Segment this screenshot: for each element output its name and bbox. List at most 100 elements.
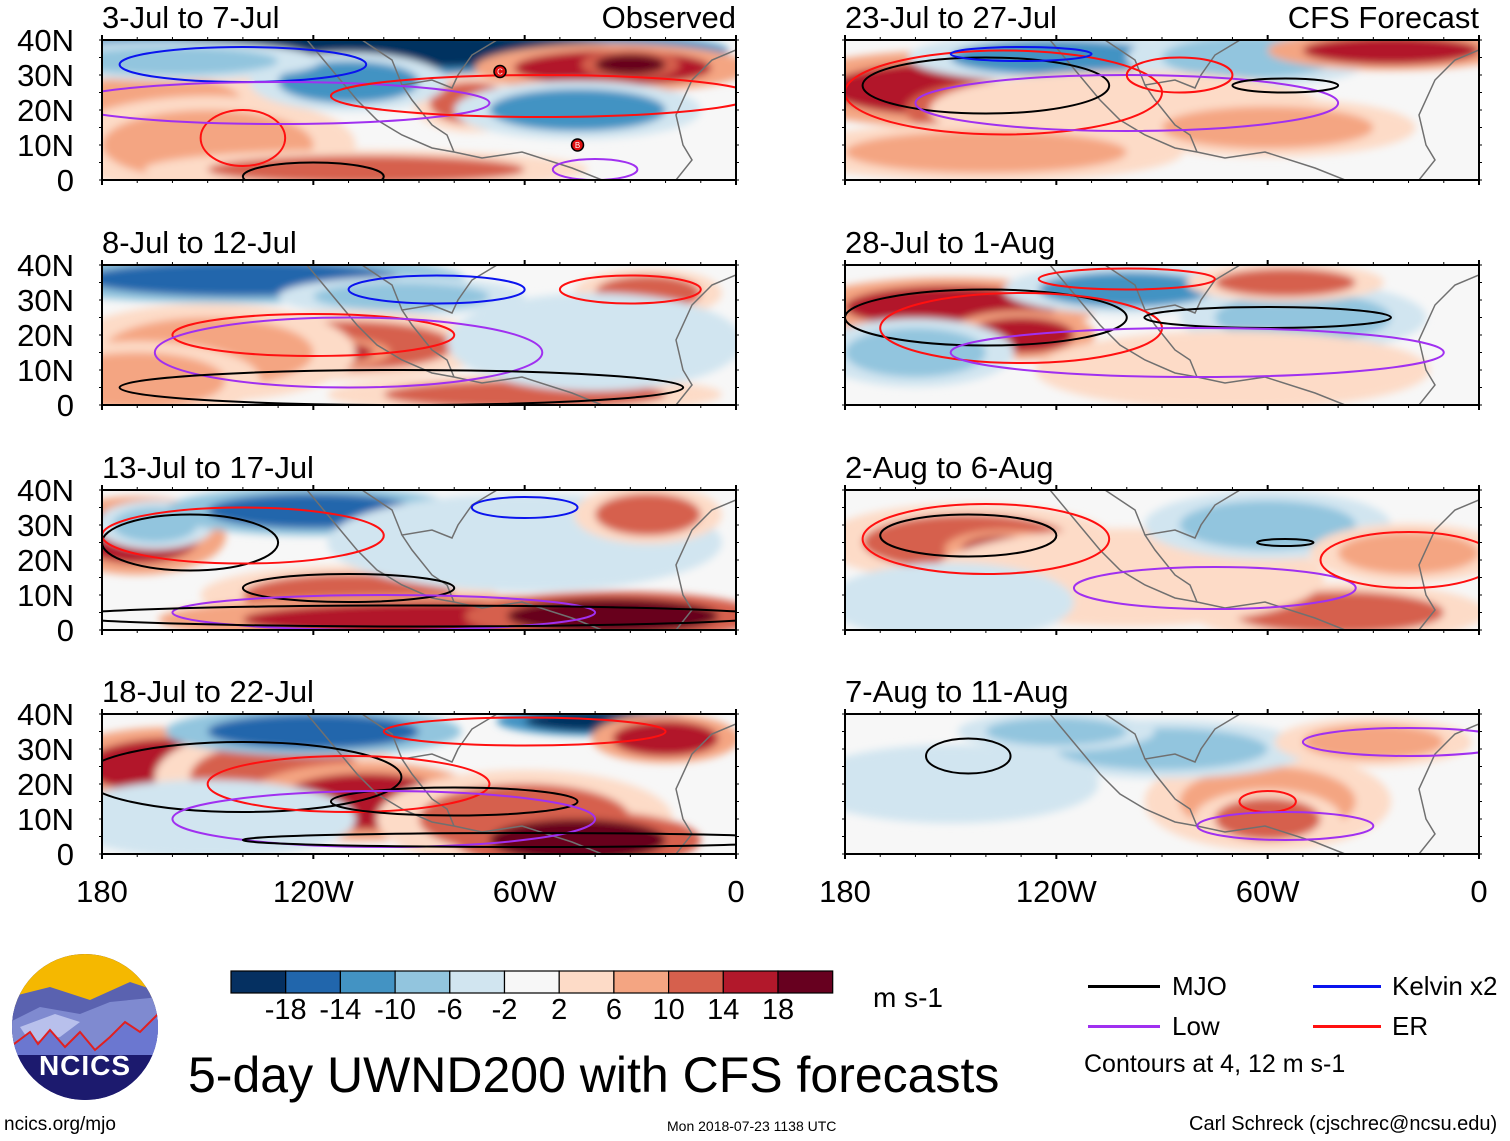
footer-url[interactable]: ncics.org/mjo — [4, 1114, 116, 1135]
panel-title: 13-Jul to 17-Jul — [102, 450, 314, 485]
mjo-contour — [102, 741, 403, 813]
mjo-contour — [118, 369, 685, 405]
lat-tick-label: 30N — [17, 58, 74, 93]
contour-note: Contours at 4, 12 m s-1 — [1084, 1050, 1346, 1078]
uwnd-map — [99, 260, 739, 410]
colorbar-tick-label: -14 — [319, 994, 362, 1026]
anomaly-shade — [845, 328, 986, 377]
mjo-contour — [879, 513, 1058, 558]
er-contour — [171, 313, 456, 357]
anomaly-shade — [489, 819, 666, 854]
coastline — [1049, 490, 1479, 630]
mjo-contour — [241, 832, 736, 848]
uwnd-map — [842, 709, 1482, 859]
lat-tick-label: 20N — [17, 318, 74, 353]
anomaly-shade — [207, 714, 419, 749]
lon-tick-label: 0 — [727, 874, 745, 909]
figure-title: 5-day UWND200 with CFS forecasts — [188, 1047, 1000, 1103]
colorbar-tick-label: -2 — [491, 994, 518, 1026]
mjo-contour — [241, 161, 385, 180]
legend-kelvin-label: Kelvin x2 — [1392, 971, 1498, 1001]
colorbar-tick-label: 14 — [707, 994, 740, 1026]
lat-tick-label: 30N — [17, 508, 74, 543]
legend-low-label: Low — [1172, 1011, 1220, 1041]
lon-tick-label: 120W — [272, 874, 354, 909]
anomaly-shade — [278, 61, 419, 103]
footer-author: Carl Schreck (cjschrec@ncsu.edu) — [1189, 1113, 1498, 1135]
lon-tick-label: 60W — [492, 874, 557, 909]
anomaly-shade — [1091, 342, 1374, 398]
anomaly-shade — [845, 131, 1127, 173]
legend-mjo-line — [1088, 985, 1160, 988]
anomaly-shade — [102, 791, 314, 847]
uwnd-map — [99, 485, 739, 635]
colorbar-tick-label: -18 — [264, 994, 307, 1026]
uwnd-map — [842, 260, 1482, 410]
lat-tick-label: 0 — [56, 163, 74, 198]
anomaly-shade — [1302, 724, 1444, 760]
colorbar-box — [394, 970, 451, 994]
lat-tick-label: 0 — [56, 837, 74, 872]
mjo-contour — [925, 737, 1012, 775]
anomaly-shade — [612, 721, 719, 756]
panel-tag: Observed — [601, 0, 736, 35]
anomaly-shade — [1214, 268, 1356, 297]
panel-tag: CFS Forecast — [1287, 0, 1479, 35]
colorbar-tick-label: -6 — [436, 994, 463, 1026]
kelvin-contour — [470, 496, 579, 519]
kelvin-contour — [347, 274, 526, 305]
lat-tick-label: 40N — [17, 248, 74, 283]
colorbar-box — [558, 970, 615, 994]
lat-tick-label: 40N — [17, 23, 74, 58]
colorbar-tick-label: -10 — [374, 994, 417, 1026]
colorbar-box — [230, 970, 287, 994]
anomaly-shade — [1338, 532, 1479, 574]
colorbar-box — [613, 970, 670, 994]
er-contour — [382, 716, 667, 747]
anomaly-shade — [595, 54, 666, 75]
anomaly-shade — [595, 493, 701, 536]
low-contour — [1301, 727, 1479, 757]
uwnd-map — [99, 709, 739, 859]
colorbar-box — [449, 970, 506, 994]
lon-tick-label: 60W — [1235, 874, 1300, 909]
colorbar-tick-label: 10 — [652, 994, 685, 1026]
panel-title: 2-Aug to 6-Aug — [845, 450, 1054, 485]
colorbar — [230, 970, 834, 994]
panel-title: 8-Jul to 12-Jul — [102, 225, 297, 260]
lat-tick-label: 20N — [17, 543, 74, 578]
legend-mjo-label: MJO — [1172, 971, 1227, 1001]
er-contour — [330, 74, 736, 118]
lat-tick-label: 20N — [17, 767, 74, 802]
legend-low-line — [1088, 1025, 1160, 1028]
wind-anomaly-field — [845, 40, 1479, 180]
anomaly-shade — [313, 282, 490, 311]
colorbar-box — [339, 970, 396, 994]
mjo-contour — [1231, 77, 1340, 94]
storm-label: B — [575, 141, 580, 150]
colorbar-units: m s-1 — [873, 982, 943, 1013]
low-contour — [1196, 811, 1375, 841]
anomaly-shade — [1214, 293, 1391, 342]
colorbar-boxes — [230, 970, 834, 994]
panel-title: 3-Jul to 7-Jul — [102, 0, 280, 35]
storm-marker: B — [570, 138, 585, 152]
lat-tick-label: 0 — [56, 613, 74, 648]
er-contour — [102, 506, 385, 565]
footer-timestamp: Mon 2018-07-23 1138 UTC — [667, 1118, 837, 1134]
lat-tick-label: 30N — [17, 283, 74, 318]
low-contour — [949, 327, 1445, 378]
er-contour — [206, 755, 491, 813]
mjo-contour — [329, 786, 579, 817]
anomaly-shade — [862, 574, 1039, 630]
storm-marker: C — [493, 64, 507, 79]
mjo-contour — [102, 604, 736, 628]
lon-tick-label: 0 — [1470, 874, 1488, 909]
anomaly-shade — [1179, 500, 1356, 550]
anomaly-shade — [950, 40, 1162, 75]
lat-tick-label: 10N — [17, 578, 74, 613]
colorbar-tick-label: 2 — [551, 994, 568, 1026]
panel-title: 23-Jul to 27-Jul — [845, 0, 1057, 35]
er-contour — [861, 503, 1111, 575]
